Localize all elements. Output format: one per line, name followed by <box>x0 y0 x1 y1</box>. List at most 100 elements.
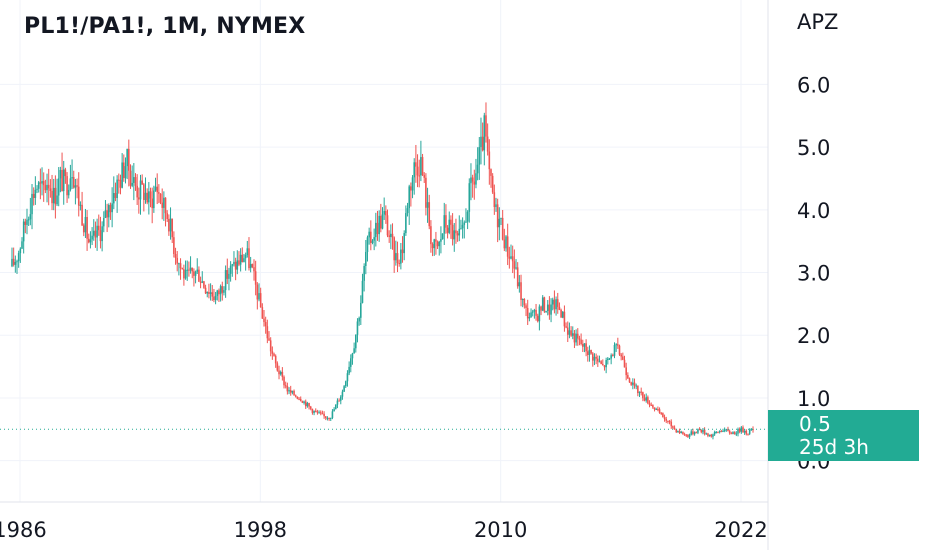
candle-body <box>169 218 172 232</box>
candle-body <box>620 354 622 357</box>
candle-body <box>545 310 547 312</box>
candle-body <box>600 361 602 364</box>
candle-body <box>64 169 67 177</box>
candle-body <box>276 363 279 371</box>
candle-body <box>166 213 169 219</box>
candle-body <box>697 429 699 433</box>
candle-body <box>581 343 584 347</box>
candle-body <box>251 264 254 268</box>
candle-body <box>334 404 337 410</box>
candle-body <box>593 356 596 361</box>
candle-body <box>575 333 577 343</box>
candle-body <box>231 264 234 266</box>
candle-body <box>470 177 472 184</box>
candle-body <box>538 306 541 322</box>
candle-body <box>398 263 400 265</box>
candle-body <box>475 173 477 185</box>
candle-body <box>221 286 224 293</box>
candle-body <box>682 431 684 435</box>
candle-body <box>568 330 571 335</box>
candle-body <box>466 211 469 222</box>
candle-body <box>76 185 78 187</box>
candle-body <box>548 304 551 315</box>
axis-unit-label[interactable]: APZ <box>797 10 839 34</box>
candle-body <box>279 371 282 375</box>
candle-body <box>742 427 744 433</box>
x-tick-label: 1986 <box>0 518 47 542</box>
candle-body <box>723 430 726 432</box>
candle-body <box>551 299 554 305</box>
candle-body <box>218 290 220 295</box>
candle-body <box>343 386 345 392</box>
candle-body <box>630 382 632 385</box>
candle-body <box>341 391 344 397</box>
candle-body <box>690 431 693 435</box>
candle-body <box>458 228 461 236</box>
bar-countdown: 25d 3h <box>799 435 869 459</box>
candle-body <box>618 345 621 355</box>
candle-body <box>31 193 33 215</box>
candle-body <box>380 215 382 229</box>
candle-body <box>605 360 607 368</box>
candle-body <box>588 350 591 355</box>
candle-body <box>510 256 512 259</box>
candle-body <box>508 256 511 259</box>
candle-body <box>420 157 422 176</box>
candle-body <box>378 215 380 235</box>
candle-body <box>413 162 416 178</box>
candle-body <box>298 398 300 400</box>
candle-body <box>206 291 209 294</box>
candle-body <box>184 270 187 279</box>
candle-body <box>294 395 297 397</box>
candle-body <box>580 339 582 344</box>
last-price-value: 0.5 <box>799 412 831 436</box>
candle-body <box>493 192 496 207</box>
candle-body <box>104 210 107 219</box>
candle-body <box>516 267 519 287</box>
candle-body <box>161 202 163 208</box>
candle-body <box>164 197 167 214</box>
candle-body <box>158 192 160 194</box>
candle-body <box>395 253 397 261</box>
candle-body <box>99 230 102 242</box>
candle-body <box>86 217 88 239</box>
candle-body <box>259 293 262 308</box>
candle-body <box>84 217 87 233</box>
candle-body <box>591 353 594 361</box>
candle-body <box>92 230 95 236</box>
candle-body <box>713 431 716 435</box>
candle-body <box>615 344 617 346</box>
candle-body <box>289 390 292 393</box>
candle-body <box>178 263 180 265</box>
candle-body <box>375 222 377 238</box>
candle-body <box>660 412 663 414</box>
candle-body <box>356 321 359 335</box>
candle-body <box>126 148 128 167</box>
candle-body <box>415 162 417 167</box>
candle-body <box>565 326 567 328</box>
candle-body <box>590 350 592 354</box>
candle-body <box>74 185 77 188</box>
candle-body <box>248 248 250 269</box>
candle-body <box>363 266 365 281</box>
candle-body <box>625 367 627 376</box>
candle-body <box>301 401 304 403</box>
candle-body <box>181 268 184 270</box>
candle-body <box>26 219 28 225</box>
candle-body <box>214 295 217 301</box>
candle-body <box>505 236 507 249</box>
candle-body <box>226 270 229 279</box>
candle-body <box>62 169 65 192</box>
candle-body <box>645 397 648 401</box>
candle-body <box>261 307 264 319</box>
candle-body <box>273 353 275 356</box>
candle-body <box>528 317 531 319</box>
candle-body <box>670 421 673 427</box>
candle-body <box>385 210 387 216</box>
candle-body <box>24 221 27 225</box>
candle-body <box>445 215 447 228</box>
y-tick-label: 3.0 <box>797 262 830 286</box>
candle-body <box>650 404 653 406</box>
candle-body <box>561 311 564 318</box>
